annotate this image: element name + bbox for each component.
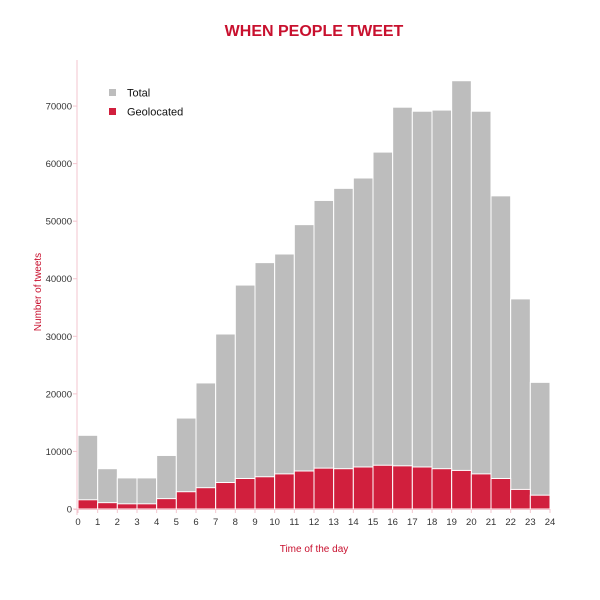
x-axis-ticks: 0 1 2 3 4 5 6 7 8 9 10 11 12 13 14 15 16 17 18 19 20 21 22 23 24 <box>75 509 555 528</box>
chart-title: WHEN PEOPLE TWEET <box>225 23 404 40</box>
bar-total-8 <box>234 284 256 510</box>
legend: Total Geolocated <box>109 88 183 119</box>
bar-geolocated-16 <box>392 465 413 510</box>
x-tick-label-16: 16 <box>387 517 398 528</box>
legend-label-total: Total <box>127 88 150 100</box>
bar-geolocated-23 <box>529 494 551 510</box>
y-tick-label-1: 10000 <box>46 447 72 458</box>
bar-total-17 <box>411 110 433 510</box>
legend-swatch-geolocated <box>109 108 116 115</box>
bar-geolocated-0 <box>77 499 99 510</box>
bar-geolocated-18 <box>431 468 453 510</box>
y-axis-label: Number of tweets <box>33 253 44 331</box>
bar-geolocated-2 <box>116 503 138 510</box>
bar-geolocated-12 <box>313 467 335 510</box>
bar-total-9 <box>254 262 276 510</box>
x-tick-label-9: 9 <box>252 517 257 528</box>
x-tick-label-8: 8 <box>233 517 238 528</box>
x-tick-label-2: 2 <box>115 517 120 528</box>
bar-geolocated-4 <box>156 498 177 510</box>
bar-total-19 <box>451 80 472 510</box>
x-tick-label-12: 12 <box>309 517 320 528</box>
bar-geolocated-14 <box>352 466 374 510</box>
x-tick-label-11: 11 <box>289 517 299 528</box>
y-tick-label-5: 50000 <box>46 217 72 228</box>
y-axis-label-group: Number of tweets <box>33 253 44 331</box>
bar-total-14 <box>352 177 374 510</box>
bar-geolocated-20 <box>470 473 492 510</box>
y-axis-ticks: 0 10000 20000 30000 40000 50000 60000 70000 <box>46 102 77 516</box>
x-axis-label: Time of the day <box>280 544 349 555</box>
legend-label-geolocated: Geolocated <box>127 107 183 119</box>
bar-total-0 <box>77 434 99 510</box>
bar-geolocated-11 <box>293 470 315 510</box>
bars-geolocated-group <box>77 464 551 510</box>
x-tick-label-24: 24 <box>545 517 556 528</box>
y-tick-label-4: 40000 <box>46 274 72 285</box>
bar-geolocated-5 <box>175 491 197 510</box>
y-tick-label-2: 20000 <box>46 389 72 400</box>
x-tick-label-14: 14 <box>348 517 359 528</box>
x-tick-label-4: 4 <box>154 517 159 528</box>
bar-total-11 <box>293 224 315 510</box>
bar-geolocated-22 <box>510 488 531 510</box>
bar-geolocated-10 <box>274 473 295 510</box>
bar-geolocated-3 <box>136 503 158 510</box>
bar-total-22 <box>510 298 531 510</box>
bar-total-21 <box>490 195 512 510</box>
x-tick-label-17: 17 <box>407 517 418 528</box>
bar-geolocated-9 <box>254 476 276 510</box>
bar-total-20 <box>470 110 492 510</box>
x-tick-label-19: 19 <box>446 517 457 528</box>
bar-geolocated-13 <box>333 468 354 510</box>
y-tick-label-3: 30000 <box>46 332 72 343</box>
bar-geolocated-21 <box>490 477 512 510</box>
bar-geolocated-1 <box>97 502 118 510</box>
bar-geolocated-8 <box>234 477 256 510</box>
y-tick-label-6: 60000 <box>46 159 72 170</box>
x-tick-label-6: 6 <box>193 517 198 528</box>
bar-total-16 <box>392 106 413 510</box>
x-tick-label-15: 15 <box>368 517 379 528</box>
y-tick-label-0: 0 <box>67 505 72 516</box>
bar-geolocated-7 <box>215 482 236 510</box>
x-tick-label-13: 13 <box>328 517 339 528</box>
x-tick-label-0: 0 <box>75 517 80 528</box>
x-tick-label-3: 3 <box>134 517 139 528</box>
bar-total-13 <box>333 187 354 510</box>
x-tick-label-7: 7 <box>213 517 218 528</box>
x-tick-label-20: 20 <box>466 517 477 528</box>
bar-total-18 <box>431 109 453 510</box>
x-tick-label-18: 18 <box>427 517 438 528</box>
x-tick-label-5: 5 <box>174 517 179 528</box>
bar-total-10 <box>274 253 295 510</box>
x-tick-label-1: 1 <box>95 517 100 528</box>
x-tick-label-21: 21 <box>486 517 497 528</box>
y-tick-label-7: 70000 <box>46 102 72 113</box>
bar-geolocated-6 <box>195 487 217 510</box>
bar-total-15 <box>372 151 394 510</box>
x-tick-label-22: 22 <box>505 517 516 528</box>
bars-total-group <box>77 80 551 510</box>
bar-geolocated-19 <box>451 469 472 510</box>
legend-swatch-total <box>109 89 116 96</box>
x-tick-label-23: 23 <box>525 517 536 528</box>
bar-geolocated-15 <box>372 464 394 510</box>
bar-geolocated-17 <box>411 466 433 510</box>
bar-total-12 <box>313 199 335 510</box>
x-tick-label-10: 10 <box>269 517 280 528</box>
bar-total-23 <box>529 381 551 510</box>
